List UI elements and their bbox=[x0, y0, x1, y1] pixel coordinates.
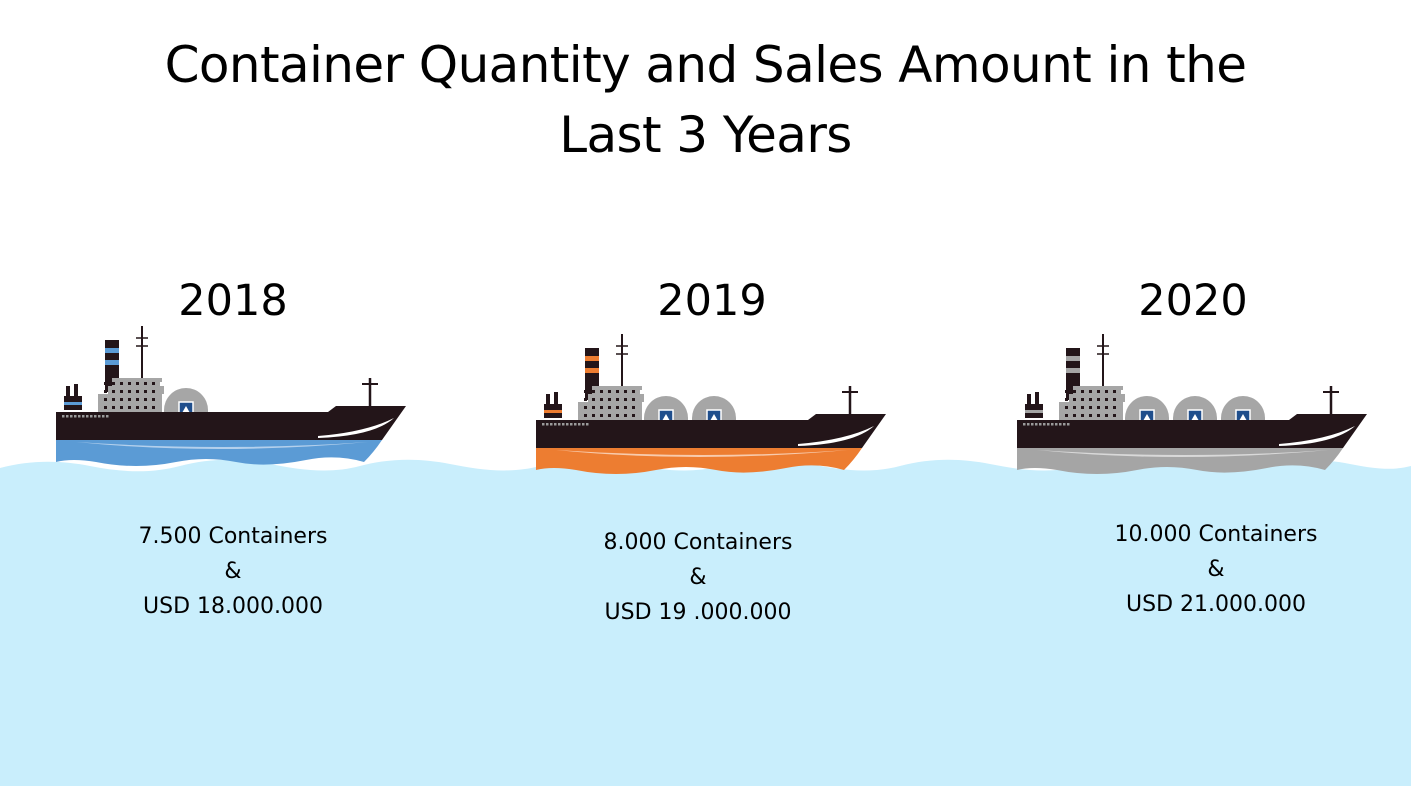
hull bbox=[536, 414, 886, 448]
ship-2019 bbox=[536, 334, 886, 474]
connector-2020: & bbox=[1207, 557, 1225, 582]
sales-2019: USD 19 .000.000 bbox=[604, 600, 792, 625]
containers-2020: 10.000 Containers bbox=[1114, 522, 1318, 547]
connector-2018: & bbox=[224, 559, 242, 584]
sales-2020: USD 21.000.000 bbox=[1126, 592, 1306, 617]
containers-2018: 7.500 Containers bbox=[138, 524, 328, 549]
hull bbox=[1017, 414, 1367, 448]
page-title-line-2: Last 3 Years bbox=[559, 106, 852, 164]
sales-2018: USD 18.000.000 bbox=[143, 594, 323, 619]
page-title-line-1: Container Quantity and Sales Amount in t… bbox=[164, 36, 1247, 94]
hull bbox=[56, 406, 406, 440]
water bbox=[0, 459, 1411, 786]
ship-2018 bbox=[56, 326, 406, 466]
connector-2019: & bbox=[689, 565, 707, 590]
year-label-2018: 2018 bbox=[178, 276, 288, 326]
containers-2019: 8.000 Containers bbox=[603, 530, 793, 555]
year-label-2019: 2019 bbox=[657, 276, 767, 326]
ship-2020 bbox=[1017, 334, 1367, 474]
year-label-2020: 2020 bbox=[1138, 276, 1248, 326]
